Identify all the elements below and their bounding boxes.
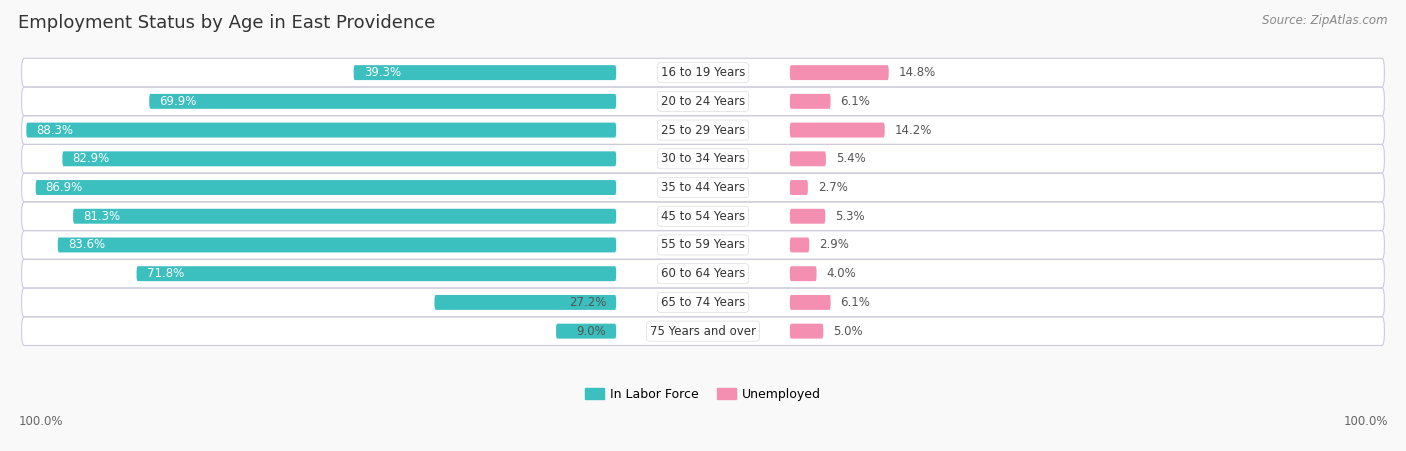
Text: 14.8%: 14.8%: [898, 66, 936, 79]
Text: 71.8%: 71.8%: [146, 267, 184, 280]
Text: 100.0%: 100.0%: [1343, 415, 1388, 428]
Text: 16 to 19 Years: 16 to 19 Years: [661, 66, 745, 79]
FancyBboxPatch shape: [790, 180, 808, 195]
FancyBboxPatch shape: [790, 94, 831, 109]
Text: 39.3%: 39.3%: [364, 66, 401, 79]
Text: 2.9%: 2.9%: [820, 239, 849, 252]
Text: 30 to 34 Years: 30 to 34 Years: [661, 152, 745, 166]
Text: 88.3%: 88.3%: [37, 124, 73, 137]
Text: 83.6%: 83.6%: [67, 239, 105, 252]
FancyBboxPatch shape: [62, 152, 616, 166]
FancyBboxPatch shape: [35, 180, 616, 195]
Text: 6.1%: 6.1%: [841, 296, 870, 309]
Text: 6.1%: 6.1%: [841, 95, 870, 108]
Text: 35 to 44 Years: 35 to 44 Years: [661, 181, 745, 194]
Text: 5.4%: 5.4%: [837, 152, 866, 166]
FancyBboxPatch shape: [21, 289, 1385, 316]
FancyBboxPatch shape: [149, 94, 616, 109]
FancyBboxPatch shape: [21, 260, 1385, 287]
Text: 55 to 59 Years: 55 to 59 Years: [661, 239, 745, 252]
Text: 9.0%: 9.0%: [576, 325, 606, 338]
Text: 86.9%: 86.9%: [46, 181, 83, 194]
Text: 25 to 29 Years: 25 to 29 Years: [661, 124, 745, 137]
Text: 75 Years and over: 75 Years and over: [650, 325, 756, 338]
FancyBboxPatch shape: [58, 238, 616, 253]
FancyBboxPatch shape: [790, 152, 825, 166]
Text: 69.9%: 69.9%: [159, 95, 197, 108]
Text: 100.0%: 100.0%: [18, 415, 63, 428]
FancyBboxPatch shape: [27, 123, 616, 138]
Text: 81.3%: 81.3%: [83, 210, 121, 223]
FancyBboxPatch shape: [790, 238, 810, 253]
Text: Employment Status by Age in East Providence: Employment Status by Age in East Provide…: [18, 14, 436, 32]
FancyBboxPatch shape: [21, 318, 1385, 345]
FancyBboxPatch shape: [21, 87, 1385, 115]
Text: 27.2%: 27.2%: [569, 296, 606, 309]
Text: 2.7%: 2.7%: [818, 181, 848, 194]
FancyBboxPatch shape: [21, 59, 1385, 87]
Text: 5.3%: 5.3%: [835, 210, 865, 223]
Text: 45 to 54 Years: 45 to 54 Years: [661, 210, 745, 223]
FancyBboxPatch shape: [790, 295, 831, 310]
FancyBboxPatch shape: [73, 209, 616, 224]
FancyBboxPatch shape: [434, 295, 616, 310]
Text: 14.2%: 14.2%: [894, 124, 932, 137]
Text: 60 to 64 Years: 60 to 64 Years: [661, 267, 745, 280]
FancyBboxPatch shape: [790, 123, 884, 138]
FancyBboxPatch shape: [21, 174, 1385, 201]
FancyBboxPatch shape: [21, 231, 1385, 259]
Text: 4.0%: 4.0%: [827, 267, 856, 280]
Text: 5.0%: 5.0%: [834, 325, 863, 338]
FancyBboxPatch shape: [21, 116, 1385, 144]
Text: Source: ZipAtlas.com: Source: ZipAtlas.com: [1263, 14, 1388, 27]
Text: 82.9%: 82.9%: [73, 152, 110, 166]
FancyBboxPatch shape: [790, 65, 889, 80]
Text: 20 to 24 Years: 20 to 24 Years: [661, 95, 745, 108]
Text: 65 to 74 Years: 65 to 74 Years: [661, 296, 745, 309]
FancyBboxPatch shape: [354, 65, 616, 80]
FancyBboxPatch shape: [21, 145, 1385, 173]
FancyBboxPatch shape: [790, 209, 825, 224]
FancyBboxPatch shape: [136, 266, 616, 281]
FancyBboxPatch shape: [21, 202, 1385, 230]
FancyBboxPatch shape: [790, 266, 817, 281]
FancyBboxPatch shape: [790, 324, 824, 339]
Legend: In Labor Force, Unemployed: In Labor Force, Unemployed: [585, 388, 821, 401]
FancyBboxPatch shape: [555, 324, 616, 339]
